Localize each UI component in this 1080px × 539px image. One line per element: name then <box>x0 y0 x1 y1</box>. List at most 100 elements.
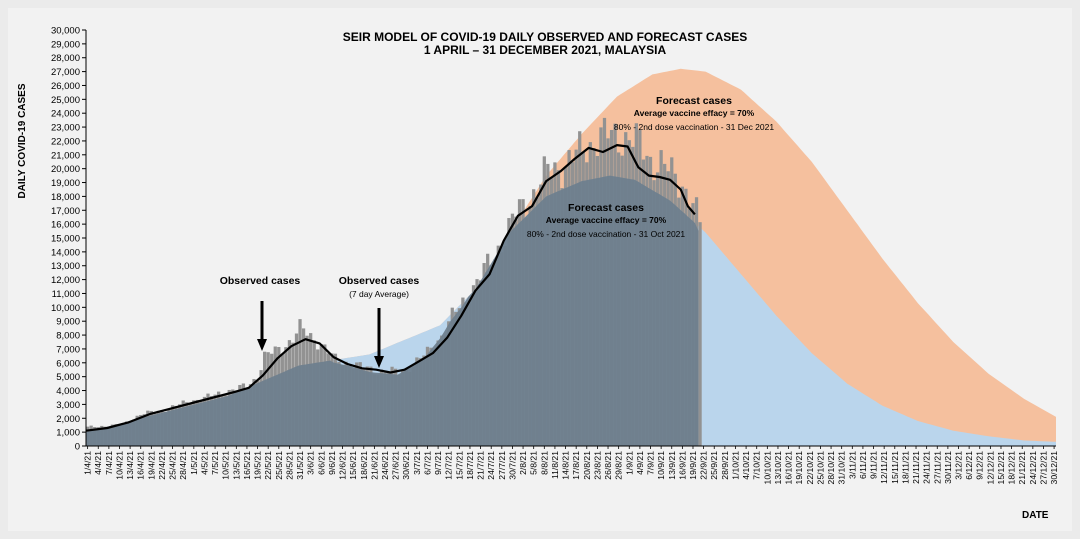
x-tick-label: 14/8/21 <box>561 451 571 480</box>
x-tick-label: 19/4/21 <box>146 451 156 480</box>
x-tick-label: 16/5/21 <box>242 451 252 480</box>
x-tick-label: 28/9/21 <box>720 451 730 480</box>
x-tick-label: 17/8/21 <box>571 451 581 480</box>
x-tick-label: 22/9/21 <box>699 451 709 480</box>
x-tick-label: 31/10/21 <box>837 451 847 485</box>
x-tick-label: 13/4/21 <box>125 451 135 480</box>
y-tick-label: 22,000 <box>51 136 80 147</box>
x-tick-label: 1/4/21 <box>83 451 93 475</box>
x-tick-label: 13/9/21 <box>667 451 677 480</box>
x-tick-label: 7/10/21 <box>752 451 762 480</box>
x-tick-label: 15/11/21 <box>890 451 900 484</box>
x-tick-label: 30/12/21 <box>1049 451 1059 485</box>
x-tick-label: 5/8/21 <box>529 451 539 475</box>
annotation-forecast-lower-title: Forecast cases <box>568 202 644 214</box>
x-tick-label: 1/9/21 <box>624 451 634 475</box>
x-tick-label: 21/7/21 <box>476 451 486 480</box>
y-tick-label: 28,000 <box>51 53 80 64</box>
x-tick-label: 6/6/21 <box>316 451 326 475</box>
x-tick-label: 7/4/21 <box>104 451 114 475</box>
x-tick-label: 27/11/21 <box>932 451 942 484</box>
x-tick-label: 28/10/21 <box>826 451 836 485</box>
x-tick-label: 9/11/21 <box>869 451 879 479</box>
x-tick-label: 3/7/21 <box>412 451 422 475</box>
x-tick-label: 21/12/21 <box>1017 451 1027 485</box>
x-tick-label: 4/4/21 <box>93 451 103 475</box>
x-tick-label: 18/7/21 <box>465 451 475 480</box>
x-tick-label: 16/4/21 <box>136 451 146 480</box>
x-tick-label: 15/7/21 <box>454 451 464 480</box>
annotation-observed-average-label: Observed cases <box>339 275 420 287</box>
annotation-observed-arrow-head <box>257 339 267 351</box>
annotation-forecast-upper: Forecast cases Average vaccine effacy = … <box>614 95 774 132</box>
annotation-observed: Observed cases <box>220 275 300 351</box>
observed-forecast-overlap-area <box>86 175 699 446</box>
x-tick-label: 3/6/21 <box>306 451 316 475</box>
y-tick-label: 11,000 <box>52 289 80 300</box>
x-tick-label: 16/10/21 <box>784 451 794 485</box>
x-tick-label: 24/11/21 <box>922 451 932 484</box>
x-tick-label: 25/10/21 <box>815 451 825 485</box>
y-tick-label: 16,000 <box>51 220 80 231</box>
y-tick-label: 24,000 <box>51 109 80 120</box>
y-tick-label: 13,000 <box>51 261 80 272</box>
x-tick-label: 21/6/21 <box>369 451 379 480</box>
x-tick-label: 28/4/21 <box>178 451 188 480</box>
x-tick-label: 12/7/21 <box>444 451 454 480</box>
chart-title: SEIR MODEL OF COVID-19 DAILY OBSERVED AN… <box>343 30 748 57</box>
x-tick-label: 10/4/21 <box>115 451 125 480</box>
x-tick-label: 30/7/21 <box>507 451 517 480</box>
x-tick-label: 23/8/21 <box>592 451 602 480</box>
x-tick-label: 31/5/21 <box>295 451 305 480</box>
y-tick-label: 4,000 <box>56 386 80 397</box>
x-ticks-group: 1/4/21 4/4/21 7/4/21 10/4/21 13/4/21 16/4/21 1… <box>83 446 1059 485</box>
x-tick-label: 24/6/21 <box>380 451 390 480</box>
x-tick-label: 27/6/21 <box>391 451 401 480</box>
x-tick-label: 12/6/21 <box>338 451 348 480</box>
x-tick-label: 8/8/21 <box>539 451 549 475</box>
y-tick-label: 26,000 <box>51 81 80 92</box>
y-tick-label: 5,000 <box>56 372 80 383</box>
x-tick-label: 30/6/21 <box>401 451 411 480</box>
x-tick-label: 12/12/21 <box>985 451 995 485</box>
x-tick-label: 1/10/21 <box>731 451 741 480</box>
x-tick-label: 18/6/21 <box>359 451 369 480</box>
annotation-forecast-upper-line-1: Average vaccine effacy = 70% <box>634 108 755 118</box>
seven-day-average-line <box>85 144 696 432</box>
y-tick-label: 20,000 <box>51 164 80 175</box>
x-tick-label: 2/8/21 <box>518 451 528 475</box>
x-tick-label: 6/11/21 <box>858 451 868 479</box>
x-tick-label: 22/5/21 <box>263 451 273 480</box>
y-axis-label: DAILY COVID-19 CASES <box>17 83 28 198</box>
x-tick-label: 25/9/21 <box>709 451 719 480</box>
x-tick-label: 22/10/21 <box>805 451 815 485</box>
x-tick-label: 25/5/21 <box>274 451 284 480</box>
annotation-observed-average-arrow-head <box>374 356 384 368</box>
y-tick-label: 2,000 <box>56 414 80 425</box>
annotation-forecast-lower: Forecast cases Average vaccine effacy = … <box>527 202 686 239</box>
annotation-forecast-lower-line-2: 80% - 2nd dose vaccination - 31 Oct 2021 <box>527 229 686 239</box>
x-tick-label: 24/12/21 <box>1028 451 1038 485</box>
y-tick-label: 29,000 <box>51 39 80 50</box>
annotation-forecast-upper-line-2: 80% - 2nd dose vaccination - 31 Dec 2021 <box>614 122 774 132</box>
x-tick-label: 15/6/21 <box>348 451 358 480</box>
x-tick-label: 9/7/21 <box>433 451 443 475</box>
annotation-observed-average: Observed cases (7 day Average) <box>339 275 420 368</box>
x-tick-label: 4/9/21 <box>635 451 645 475</box>
x-tick-label: 9/12/21 <box>975 451 985 480</box>
y-ticks-group: 0 1,000 2,000 3,000 4,000 5,000 6,000 7,000 8,00… <box>51 26 86 453</box>
x-tick-label: 10/10/21 <box>762 451 772 485</box>
x-tick-label: 27/7/21 <box>497 451 507 480</box>
x-tick-label: 12/11/21 <box>879 451 889 484</box>
x-tick-label: 9/6/21 <box>327 451 337 475</box>
y-tick-label: 18,000 <box>51 192 80 203</box>
chart: SEIR MODEL OF COVID-19 DAILY OBSERVED AN… <box>17 26 1059 522</box>
x-tick-label: 19/10/21 <box>794 451 804 485</box>
x-tick-label: 13/5/21 <box>231 451 241 480</box>
chart-title-line-2: 1 APRIL – 31 DECEMBER 2021, MALAYSIA <box>424 43 667 57</box>
y-tick-label: 7,000 <box>56 344 80 355</box>
y-tick-label: 15,000 <box>51 234 80 245</box>
x-tick-label: 28/5/21 <box>284 451 294 480</box>
y-tick-label: 17,000 <box>51 206 80 217</box>
chart-title-line-1: SEIR MODEL OF COVID-19 DAILY OBSERVED AN… <box>343 30 748 44</box>
